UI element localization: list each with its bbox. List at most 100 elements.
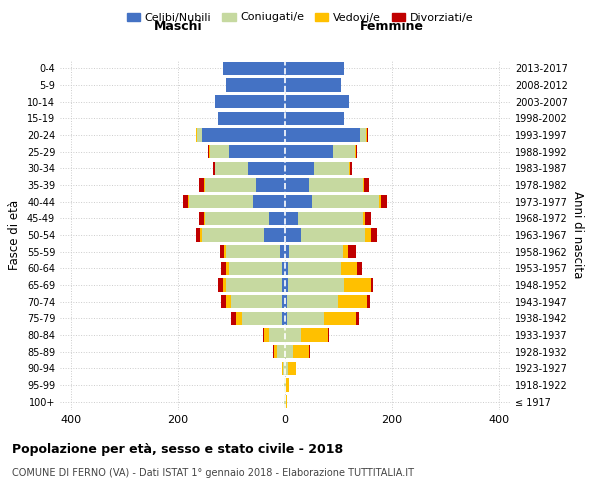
- Bar: [349, 162, 350, 175]
- Bar: [283, 312, 285, 325]
- Bar: [285, 295, 287, 308]
- Bar: [285, 178, 309, 192]
- Bar: [343, 245, 348, 258]
- Bar: [298, 212, 362, 225]
- Bar: [287, 262, 341, 275]
- Bar: [371, 228, 377, 241]
- Bar: [277, 345, 285, 358]
- Bar: [309, 345, 310, 358]
- Bar: [183, 195, 187, 208]
- Bar: [309, 178, 362, 192]
- Bar: [287, 312, 324, 325]
- Bar: [379, 195, 382, 208]
- Bar: [280, 245, 285, 258]
- Bar: [348, 245, 356, 258]
- Bar: [362, 212, 365, 225]
- Bar: [285, 145, 333, 158]
- Y-axis label: Anni di nascita: Anni di nascita: [571, 192, 584, 278]
- Bar: [269, 328, 285, 342]
- Bar: [287, 362, 296, 375]
- Bar: [199, 178, 203, 192]
- Text: Popolazione per età, sesso e stato civile - 2018: Popolazione per età, sesso e stato civil…: [12, 442, 343, 456]
- Bar: [283, 362, 285, 375]
- Bar: [236, 312, 242, 325]
- Bar: [202, 128, 285, 141]
- Bar: [226, 262, 229, 275]
- Bar: [285, 362, 287, 375]
- Bar: [242, 312, 283, 325]
- Bar: [355, 145, 356, 158]
- Bar: [293, 345, 309, 358]
- Bar: [232, 312, 236, 325]
- Bar: [253, 195, 285, 208]
- Bar: [328, 328, 329, 342]
- Bar: [226, 78, 285, 92]
- Bar: [344, 278, 371, 291]
- Bar: [285, 162, 314, 175]
- Bar: [273, 345, 274, 358]
- Bar: [360, 128, 367, 141]
- Bar: [248, 162, 285, 175]
- Bar: [220, 245, 224, 258]
- Bar: [283, 262, 285, 275]
- Bar: [283, 278, 285, 291]
- Bar: [285, 212, 298, 225]
- Bar: [367, 295, 370, 308]
- Text: COMUNE DI FERNO (VA) - Dati ISTAT 1° gennaio 2018 - Elaborazione TUTTITALIA.IT: COMUNE DI FERNO (VA) - Dati ISTAT 1° gen…: [12, 468, 414, 477]
- Bar: [285, 78, 341, 92]
- Bar: [371, 278, 373, 291]
- Bar: [199, 212, 203, 225]
- Bar: [285, 228, 301, 241]
- Bar: [226, 295, 232, 308]
- Bar: [350, 162, 352, 175]
- Bar: [286, 378, 289, 392]
- Bar: [382, 195, 387, 208]
- Bar: [221, 295, 226, 308]
- Bar: [229, 262, 283, 275]
- Bar: [337, 295, 367, 308]
- Bar: [365, 228, 371, 241]
- Bar: [285, 245, 289, 258]
- Bar: [282, 362, 283, 375]
- Bar: [223, 278, 226, 291]
- Bar: [324, 312, 356, 325]
- Bar: [285, 312, 287, 325]
- Bar: [196, 228, 200, 241]
- Bar: [356, 145, 357, 158]
- Bar: [208, 145, 209, 158]
- Text: Femmine: Femmine: [360, 20, 424, 32]
- Bar: [215, 95, 285, 108]
- Bar: [187, 195, 188, 208]
- Bar: [283, 295, 285, 308]
- Bar: [263, 328, 269, 342]
- Bar: [213, 162, 215, 175]
- Bar: [285, 328, 301, 342]
- Bar: [358, 262, 362, 275]
- Bar: [232, 295, 283, 308]
- Bar: [287, 295, 337, 308]
- Bar: [314, 162, 349, 175]
- Bar: [287, 278, 344, 291]
- Bar: [256, 178, 285, 192]
- Bar: [203, 212, 205, 225]
- Bar: [333, 145, 355, 158]
- Bar: [221, 262, 226, 275]
- Bar: [226, 278, 283, 291]
- Bar: [269, 212, 285, 225]
- Text: Maschi: Maschi: [154, 20, 202, 32]
- Bar: [286, 395, 287, 408]
- Bar: [224, 245, 226, 258]
- Bar: [223, 62, 285, 75]
- Bar: [202, 228, 263, 241]
- Bar: [285, 262, 287, 275]
- Bar: [197, 128, 202, 141]
- Bar: [285, 345, 293, 358]
- Bar: [356, 312, 359, 325]
- Bar: [263, 228, 285, 241]
- Bar: [312, 195, 379, 208]
- Bar: [205, 178, 256, 192]
- Bar: [284, 378, 285, 392]
- Bar: [218, 112, 285, 125]
- Bar: [274, 345, 277, 358]
- Bar: [285, 112, 344, 125]
